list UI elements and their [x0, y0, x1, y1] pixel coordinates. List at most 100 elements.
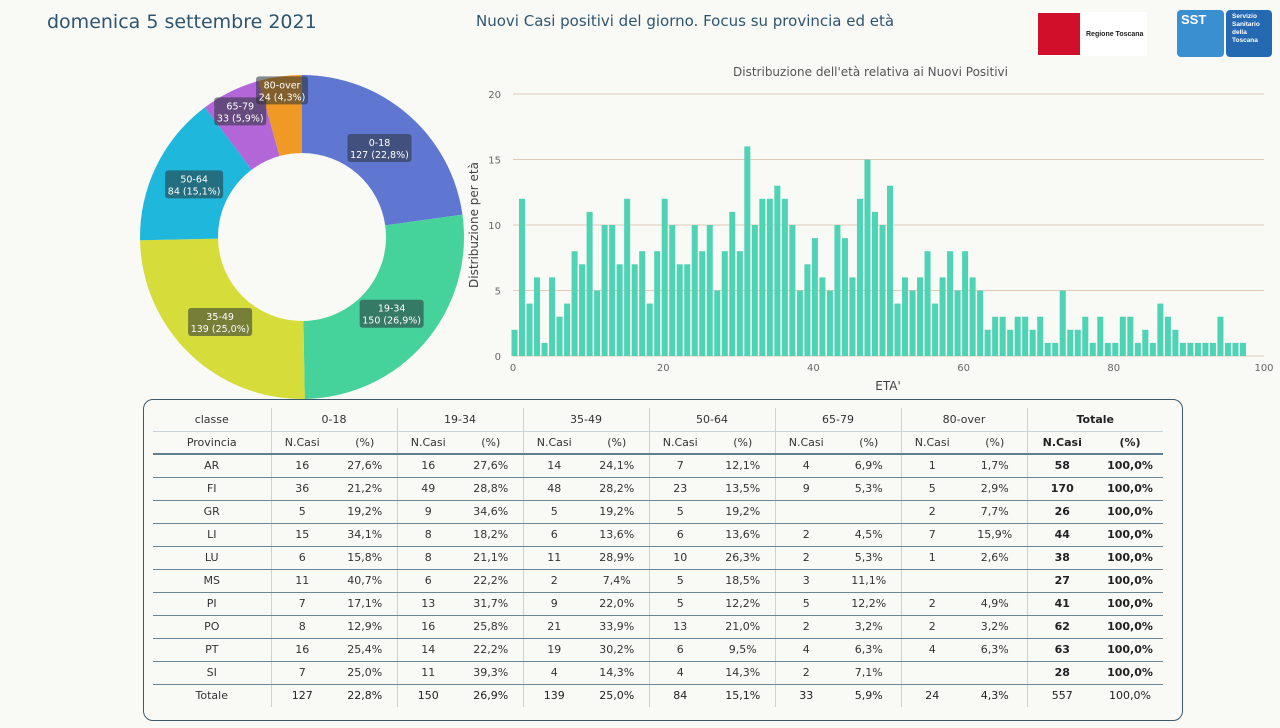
svg-text:24 (4,3%): 24 (4,3%): [259, 92, 306, 103]
table-cell: 18,5%: [711, 569, 776, 593]
table-cell: 25,0%: [333, 661, 398, 685]
histogram-bar: [1127, 316, 1134, 356]
histogram-bar: [819, 277, 826, 356]
pegasus-icon: [1038, 13, 1080, 55]
province-cell: AR: [153, 454, 272, 478]
table-cell: 7: [271, 592, 333, 616]
table-total-row: Totale 127 22,8% 150 26,9% 139 25,0% 84 15,1% 33 5…: [153, 684, 1163, 707]
table-cell: 4: [775, 638, 837, 662]
table-cell: 34,6%: [459, 500, 524, 524]
table-row: MS 11 40,7% 6 22,2% 2 7,4% 5 18,5% 3 11,1% 27 100,0%: [153, 569, 1163, 593]
histogram-bar: [631, 264, 638, 356]
table-cell: 12,2%: [711, 592, 776, 616]
table-cell: [837, 500, 902, 524]
histogram-bar: [511, 329, 518, 356]
histogram-title: Distribuzione dell'età relativa ai Nuovi…: [733, 65, 1008, 79]
svg-text:35-49: 35-49: [206, 312, 234, 323]
table-cell: 6: [523, 523, 585, 547]
svg-text:50-64: 50-64: [180, 174, 208, 185]
total-cell: 5,9%: [837, 684, 902, 707]
table-sub-header: N.Casi: [901, 431, 963, 455]
table-row: GR 5 19,2% 9 34,6% 5 19,2% 5 19,2% 2 7,7% 26 100,0%: [153, 500, 1163, 524]
histogram-bar: [909, 290, 916, 356]
total-cell: 22,8%: [333, 684, 398, 707]
table-cell: 11,1%: [837, 569, 902, 593]
histogram-bar: [699, 251, 706, 356]
table-group-header: 19-34: [397, 408, 524, 432]
y-tick-label: 5: [495, 287, 501, 298]
x-tick-label: 0: [510, 363, 516, 374]
table-cell: 41: [1027, 592, 1097, 616]
histogram-bar: [594, 290, 601, 356]
histogram-bar: [774, 185, 781, 356]
table-cell: 100,0%: [1097, 546, 1163, 570]
histogram-bar: [579, 264, 586, 356]
table-cell: 5: [523, 500, 585, 524]
table-cell: 16: [271, 638, 333, 662]
table-cell: 48: [523, 477, 585, 501]
histogram-bar: [969, 277, 976, 356]
table-cell: 26,3%: [711, 546, 776, 570]
histogram-bar: [1232, 342, 1239, 356]
table-row: AR 16 27,6% 16 27,6% 14 24,1% 7 12,1% 4 6,9% 1 1,7% 5…: [153, 454, 1163, 478]
histogram-bar: [1104, 342, 1111, 356]
table-cell: 6,3%: [837, 638, 902, 662]
table-sub-header: N.Casi: [397, 431, 459, 455]
table-sub-header: N.Casi: [649, 431, 711, 455]
table-cell: 7,7%: [963, 500, 1028, 524]
table-cell: 4: [523, 661, 585, 685]
table-cell: [901, 569, 963, 593]
table-cell: 27: [1027, 569, 1097, 593]
table-cell: 13,6%: [585, 523, 650, 547]
histogram-bar: [684, 264, 691, 356]
histogram-bar: [879, 225, 886, 356]
table-cell: 21,2%: [333, 477, 398, 501]
svg-text:127 (22,8%): 127 (22,8%): [350, 150, 409, 161]
table-cell: 25,8%: [459, 615, 524, 639]
total-cell: 127: [291, 689, 313, 703]
histogram-bar: [992, 316, 999, 356]
table-cell: 3: [775, 569, 837, 593]
histogram-bar: [1037, 316, 1044, 356]
table-cell: 12,2%: [837, 592, 902, 616]
table-group-header: 80-over: [901, 408, 1028, 432]
table-cell: 100,0%: [1097, 500, 1163, 524]
table-cell: 4: [901, 638, 963, 662]
svg-text:0-18: 0-18: [369, 138, 391, 149]
histogram-bar: [1187, 342, 1194, 356]
y-tick-label: 10: [488, 221, 501, 232]
histogram-bar: [751, 225, 758, 356]
table-group-header: classe: [153, 408, 272, 432]
histogram-bar: [781, 198, 788, 356]
table-cell: 7: [649, 454, 711, 478]
table-row: LU 6 15,8% 8 21,1% 11 28,9% 10 26,3% 2 5,3% 1 2,6% 38…: [153, 546, 1163, 570]
table-cell: 7,4%: [585, 569, 650, 593]
table-cell: 100,0%: [1097, 615, 1163, 639]
table-group-header: 35-49: [523, 408, 650, 432]
table-cell: [963, 569, 1028, 593]
histogram-bar: [1022, 316, 1029, 356]
table-cell: 13: [649, 615, 711, 639]
table-cell: 100,0%: [1097, 661, 1163, 685]
histogram-bar: [766, 198, 773, 356]
total-cell: 26,9%: [459, 684, 524, 707]
histogram-bar: [1029, 329, 1036, 356]
table-row: PT 16 25,4% 14 22,2% 19 30,2% 6 9,5% 4 6,3% 4 6,3% 63…: [153, 638, 1163, 662]
table-cell: 4,9%: [963, 592, 1028, 616]
table-cell: 49: [397, 477, 459, 501]
regione-toscana-logo: Regione Toscana: [1037, 12, 1147, 56]
table-cell: 13,5%: [711, 477, 776, 501]
histogram-bar: [1239, 342, 1246, 356]
table-cell: 58: [1027, 454, 1097, 478]
table-row: PO 8 12,9% 16 25,8% 21 33,9% 13 21,0% 2 3,2% 2 3,2% 6…: [153, 615, 1163, 639]
table-cell: 4: [649, 661, 711, 685]
table-cell: 7: [271, 661, 333, 685]
table-cell: 2: [775, 661, 837, 685]
histogram-bar: [834, 225, 841, 356]
histogram-bar: [721, 251, 728, 356]
y-tick-label: 15: [488, 156, 501, 167]
table-cell: 2: [523, 569, 585, 593]
histogram-bar: [841, 238, 848, 356]
table-cell: 28,2%: [585, 477, 650, 501]
